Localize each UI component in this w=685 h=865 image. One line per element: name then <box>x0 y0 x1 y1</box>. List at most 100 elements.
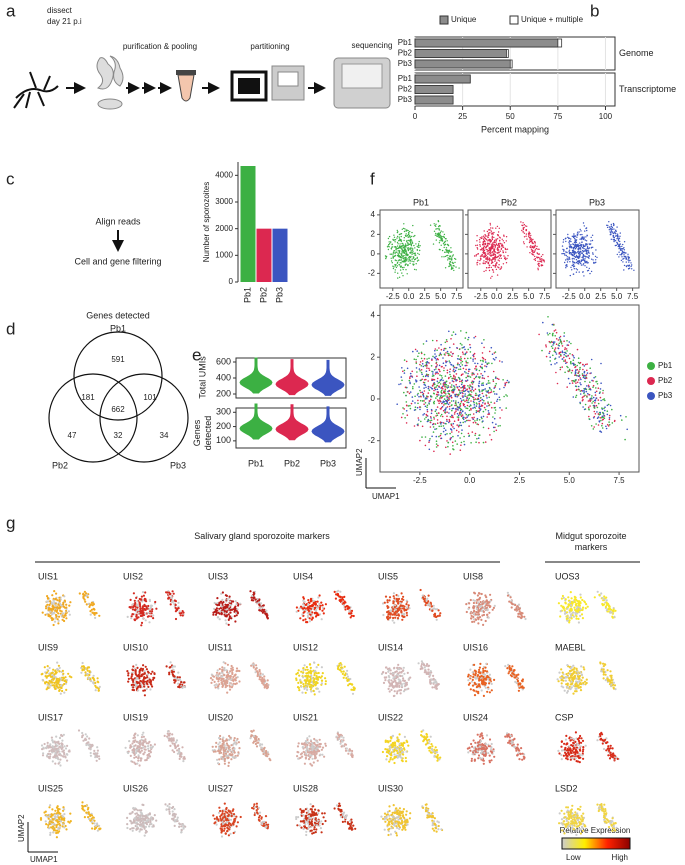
umap-point <box>538 249 539 250</box>
umap-point <box>451 269 452 270</box>
feature-point <box>62 679 64 681</box>
umap-point <box>431 365 433 367</box>
umap-point <box>595 397 597 399</box>
umap-point <box>405 257 406 258</box>
feature-point <box>400 610 402 612</box>
umap-point <box>474 363 476 365</box>
umap-point <box>482 393 484 395</box>
umap-point <box>425 402 427 404</box>
umap-point <box>533 243 534 244</box>
umap-point <box>437 389 439 391</box>
umap-point <box>437 394 439 396</box>
umap-point <box>489 351 491 353</box>
feature-point <box>311 611 313 613</box>
umap-point <box>437 358 439 360</box>
feature-point <box>394 606 396 608</box>
legend-label: Pb3 <box>658 391 673 400</box>
feature-point <box>477 622 479 624</box>
umap-point <box>460 368 462 370</box>
umap-point <box>618 252 619 253</box>
umap-point <box>428 388 430 390</box>
umap-point <box>446 416 448 418</box>
umap-point <box>448 422 450 424</box>
umap-point <box>389 236 390 237</box>
umap-point <box>480 259 481 260</box>
axis-label: Number of sporozoites <box>202 182 211 262</box>
umap-point <box>602 423 604 425</box>
umap-point <box>391 260 392 261</box>
umap-point <box>565 241 566 242</box>
umap-point <box>447 386 449 388</box>
umap-point <box>484 371 486 373</box>
umap-point <box>463 395 465 397</box>
umap-point <box>430 417 432 419</box>
umap-point <box>589 389 591 391</box>
umap-point <box>500 243 501 244</box>
umap-point <box>594 402 596 404</box>
feature-point <box>146 668 148 670</box>
umap-point <box>504 242 505 243</box>
tube-icon <box>176 70 196 101</box>
feature-point <box>88 603 90 605</box>
umap-point <box>481 255 482 256</box>
feature-point <box>134 600 136 602</box>
umap-point <box>558 339 560 341</box>
feature-point <box>170 603 172 605</box>
umap-point <box>447 240 448 241</box>
umap-point <box>482 405 484 407</box>
feature-point <box>46 672 48 674</box>
umap-point <box>435 423 437 425</box>
umap-point <box>453 390 455 392</box>
x-tick-label: 5.0 <box>564 476 576 485</box>
umap-point <box>607 225 608 226</box>
umap-point <box>448 377 450 379</box>
umap-point <box>433 451 435 453</box>
umap-point <box>494 242 495 243</box>
feature-point <box>49 674 51 676</box>
umap-point <box>505 249 506 250</box>
umap-point <box>499 417 501 419</box>
umap-point <box>463 419 465 421</box>
feature-point <box>62 602 64 604</box>
umap-point <box>395 239 396 240</box>
y-tick-label: 2000 <box>215 224 233 233</box>
umap-point <box>473 337 475 339</box>
umap-point <box>432 340 434 342</box>
feature-point <box>146 676 148 678</box>
umap-point <box>441 354 443 356</box>
umap-point <box>536 248 537 249</box>
umap-point <box>487 414 489 416</box>
umap-point <box>564 352 566 354</box>
umap-point <box>486 255 487 256</box>
umap-point <box>577 382 579 384</box>
umap-point <box>457 435 459 437</box>
umap-point <box>590 398 592 400</box>
feature-point <box>97 677 99 679</box>
umap-point <box>488 380 490 382</box>
feature-point <box>42 679 44 681</box>
umap-point <box>469 410 471 412</box>
umap-point <box>406 410 408 412</box>
feature-point <box>140 611 142 613</box>
umap-point <box>438 426 440 428</box>
umap-point <box>483 396 485 398</box>
feature-point <box>88 606 90 608</box>
feature-point <box>133 618 135 620</box>
umap-point <box>462 422 464 424</box>
feature-point <box>226 615 228 617</box>
feature-point <box>236 667 238 669</box>
umap-point <box>405 269 406 270</box>
umap-point <box>553 342 555 344</box>
umap-point <box>443 349 445 351</box>
umap-point <box>584 365 586 367</box>
feature-point <box>429 605 431 607</box>
umap-point <box>432 388 434 390</box>
gene-label: UIS5 <box>378 571 398 581</box>
umap-point <box>584 225 585 226</box>
umap-point <box>437 381 439 383</box>
umap-point <box>448 393 450 395</box>
umap-point <box>457 413 459 415</box>
umap-point <box>438 436 440 438</box>
feature-point <box>65 689 67 691</box>
umap-point <box>494 412 496 414</box>
